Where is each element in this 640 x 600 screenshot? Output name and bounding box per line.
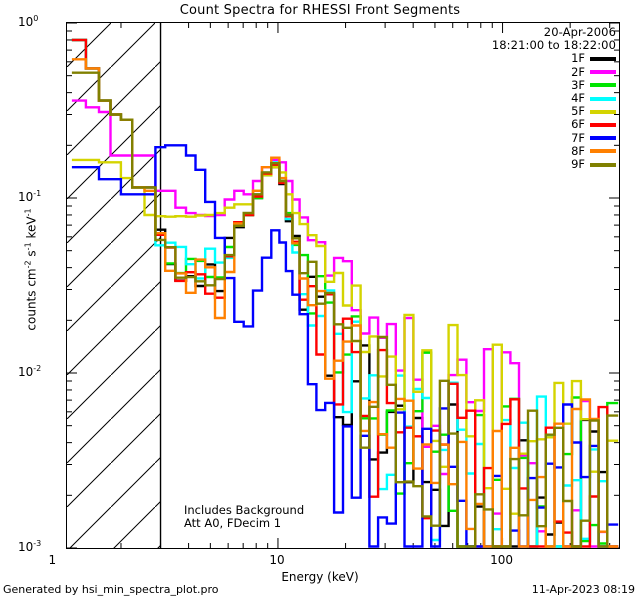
y-tick-mantissa: 10	[18, 365, 34, 379]
chart-title: Count Spectra for RHESSI Front Segments	[179, 3, 461, 18]
annotation-line-1: Includes Background	[184, 503, 305, 517]
x-tick-label: 10	[269, 553, 285, 567]
legend-entry-5f: 5F	[418, 104, 616, 119]
legend-entry-6f: 6F	[418, 118, 616, 131]
legend-label: 6F	[571, 117, 585, 132]
x-tick-label: 1	[48, 553, 57, 567]
legend-color-swatch	[590, 96, 616, 101]
plot-annotation: Includes Background Att A0, FDecim 1	[184, 504, 304, 530]
y-tick-mantissa: 10	[18, 540, 34, 554]
legend-color-swatch	[590, 57, 616, 61]
legend-entry-2f: 2F	[418, 64, 616, 79]
legend-label: 9F	[571, 156, 585, 171]
y-tick-label: 10-2	[18, 364, 41, 379]
legend-color-swatch	[590, 109, 616, 114]
legend-entry-9f: 9F	[418, 156, 616, 171]
legend-label: 4F	[571, 90, 585, 105]
y-tick-exponent: -1	[33, 189, 42, 198]
legend-label: 8F	[571, 143, 585, 158]
plot-area	[66, 22, 620, 549]
legend-color-swatch	[590, 162, 616, 167]
legend-date: 20-Apr-2006	[543, 25, 616, 39]
legend-label: 2F	[571, 64, 585, 79]
y-axis-label-text: counts cm-2 s-1 keV-1	[23, 208, 39, 331]
legend-label: 1F	[571, 51, 585, 66]
y-tick-exponent: -2	[33, 364, 42, 373]
y-tick-mantissa: 10	[18, 15, 34, 29]
legend-color-swatch	[590, 149, 616, 154]
legend-entry-4f: 4F	[418, 90, 616, 105]
y-tick-exponent: 0	[33, 14, 39, 23]
y-tick-label: 100	[18, 14, 38, 29]
spectrum-line-8f	[71, 58, 619, 548]
legend-entry-3f: 3F	[418, 77, 616, 92]
footer-generator: Generated by hsi_min_spectra_plot.pro	[3, 583, 219, 596]
spectrum-line-7f	[71, 144, 619, 548]
legend-label: 3F	[571, 77, 585, 92]
legend-color-swatch	[590, 122, 616, 127]
y-tick-mantissa: 10	[18, 190, 34, 204]
legend-label: 5F	[571, 104, 585, 119]
legend-color-swatch	[590, 70, 616, 75]
annotation-line-2: Att A0, FDecim 1	[184, 516, 282, 530]
spectrum-line-9f	[71, 71, 619, 548]
legend-label: 7F	[571, 130, 585, 145]
x-tick-label: 100	[490, 553, 513, 567]
y-tick-label: 10-1	[18, 189, 41, 204]
excluded-region-hatch	[67, 23, 161, 548]
legend-entry-8f: 8F	[418, 143, 616, 158]
legend-time-range: 18:21:00 to 18:22:00	[491, 38, 616, 53]
footer-timestamp: 11-Apr-2023 08:19	[531, 583, 635, 596]
legend-entry-1f: 1F	[418, 52, 616, 65]
y-tick-label: 10-3	[18, 539, 41, 554]
legend-color-swatch	[590, 83, 616, 88]
spectra-plot	[67, 23, 619, 548]
legend-entries: 1F 2F 3F 4F 5F 6F 7F 8F 9F	[418, 52, 616, 171]
x-axis-label: Energy (keV)	[281, 570, 359, 584]
legend: 20-Apr-2006 18:21:00 to 18:22:00 1F 2F 3F 4…	[418, 25, 616, 171]
legend-color-swatch	[590, 136, 616, 141]
y-tick-exponent: -3	[33, 539, 42, 548]
legend-entry-7f: 7F	[418, 130, 616, 145]
